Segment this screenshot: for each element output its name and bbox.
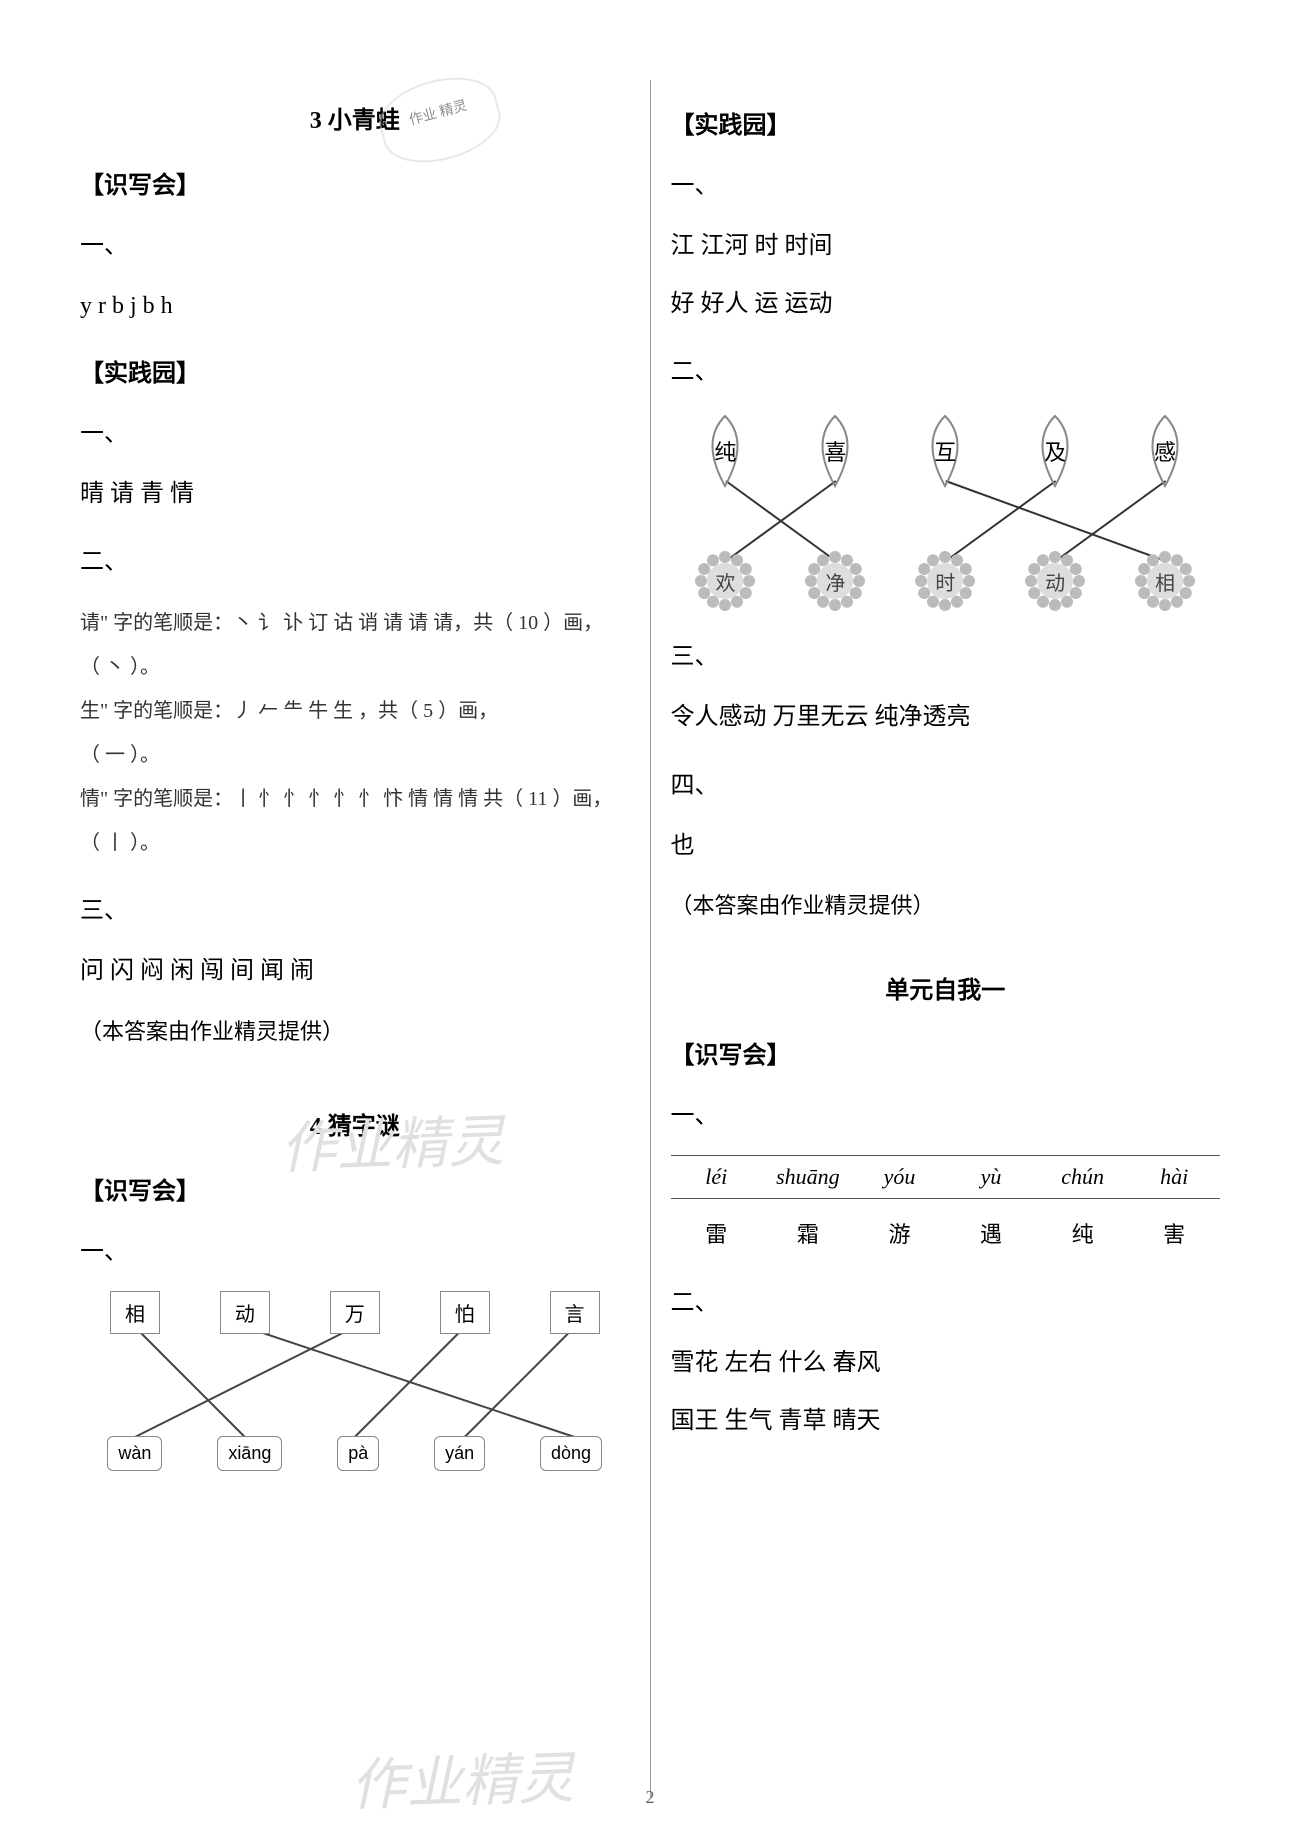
num-three: 三、 (671, 636, 1221, 671)
char-line: 也 (671, 825, 1221, 868)
pinyin-letters: y r b j b h (80, 285, 630, 328)
stroke-line: 请" 字的笔顺是：丶 讠 讣 订 诂 诮 请 请 请，共（ 10 ）画， (80, 601, 630, 645)
unit-title: 单元自我一 (671, 970, 1221, 1005)
match-bot-cell: yán (434, 1436, 485, 1471)
match-bot-cell: xiāng (217, 1436, 282, 1471)
match-bot-cell: dòng (540, 1436, 602, 1471)
num-two: 二、 (671, 1282, 1221, 1317)
flower-cell: 净 (805, 551, 865, 611)
stroke-line: 情" 字的笔顺是：丨 忄 忄 忄 忄 忄 忭 情 情 情 共（ 11 ）画， (80, 777, 630, 821)
stroke-line: （ 丶 ）。 (80, 645, 630, 689)
match-top-cell: 动 (220, 1291, 270, 1334)
shixie-heading: 【识写会】 (671, 1035, 1221, 1070)
shijian-heading: 【实践园】 (671, 105, 1221, 140)
num-two: 二、 (671, 351, 1221, 386)
phrase-line: 令人感动 万里无云 纯净透亮 (671, 696, 1221, 739)
num-two: 二、 (80, 541, 630, 576)
leaf-cell: 及 (1025, 411, 1085, 491)
match-top-cell: 怕 (440, 1291, 490, 1334)
flower-cell: 欢 (695, 551, 755, 611)
num-one: 一、 (671, 165, 1221, 200)
credit-note: （本答案由作业精灵提供） (80, 1014, 630, 1046)
stroke-line: （ 一 ）。 (80, 733, 630, 777)
shixie-heading: 【识写会】 (80, 1171, 630, 1206)
shijian-heading: 【实践园】 (80, 353, 630, 388)
pinyin-cell: yóu (854, 1155, 946, 1199)
right-column: 【实践园】 一、 江 江河 时 时间 好 好人 运 运动 二、 纯喜互及感欢净时… (651, 80, 1241, 1798)
leaf-cell: 互 (915, 411, 975, 491)
word-line: 国王 生气 青草 晴天 (671, 1400, 1221, 1443)
flower-cell: 时 (915, 551, 975, 611)
flower-cell: 动 (1025, 551, 1085, 611)
leaf-cell: 喜 (805, 411, 865, 491)
pinyin-cell: chún (1037, 1155, 1129, 1199)
leaf-cell: 感 (1135, 411, 1195, 491)
stroke-line: 生" 字的笔顺是：丿 𠂉 ⺧ 牛 生 ，共（ 5 ）画， (80, 689, 630, 733)
lesson3-title: 3 小青蛙 (80, 100, 630, 135)
hanzi-cell: 纯 (1037, 1199, 1129, 1257)
leaf-matching-diagram: 纯喜互及感欢净时动相 (671, 411, 1221, 611)
word-line: 好 好人 运 运动 (671, 283, 1221, 326)
word-line: 江 江河 时 时间 (671, 225, 1221, 268)
match-top-cell: 相 (110, 1291, 160, 1334)
num-one: 一、 (80, 413, 630, 448)
pinyin-cell: yù (945, 1155, 1037, 1199)
match-bot-cell: wàn (107, 1436, 162, 1471)
num-one: 一、 (80, 225, 630, 260)
match-bot-cell: pà (337, 1436, 379, 1471)
chars-line: 问 闪 闷 闲 闯 间 闻 闹 (80, 950, 630, 993)
chars-line: 晴 请 青 情 (80, 473, 630, 516)
pinyin-cell: léi (671, 1155, 763, 1199)
hanzi-cell: 遇 (945, 1199, 1037, 1257)
stroke-line: （ 丨 ）。 (80, 821, 630, 865)
credit-note: （本答案由作业精灵提供） (671, 888, 1221, 920)
flower-cell: 相 (1135, 551, 1195, 611)
num-four: 四、 (671, 765, 1221, 800)
pinyin-cell: hài (1128, 1155, 1220, 1199)
shixie-heading: 【识写会】 (80, 165, 630, 200)
left-column: 3 小青蛙 【识写会】 一、 y r b j b h 【实践园】 一、 晴 请 … (60, 80, 651, 1798)
word-line: 雪花 左右 什么 春风 (671, 1342, 1221, 1385)
num-one: 一、 (80, 1231, 630, 1266)
match-top-cell: 万 (330, 1291, 380, 1334)
stroke-order-block: 请" 字的笔顺是：丶 讠 讣 订 诂 诮 请 请 请，共（ 10 ）画， （ 丶… (80, 601, 630, 865)
match-top-cell: 言 (550, 1291, 600, 1334)
num-three: 三、 (80, 890, 630, 925)
pinyin-cell: shuāng (762, 1155, 854, 1199)
hanzi-cell: 雷 (671, 1199, 763, 1257)
matching-diagram: 相 动 万 怕 言 wàn xiāng pà yán dòng (80, 1291, 630, 1471)
num-one: 一、 (671, 1095, 1221, 1130)
leaf-cell: 纯 (695, 411, 755, 491)
hanzi-cell: 害 (1128, 1199, 1220, 1257)
pinyin-table: léishuāngyóuyùchúnhài 雷霜游遇纯害 (671, 1155, 1221, 1257)
hanzi-cell: 霜 (762, 1199, 854, 1257)
hanzi-cell: 游 (854, 1199, 946, 1257)
lesson4-title: 4 猜字谜 (80, 1106, 630, 1141)
page-number: 2 (646, 1787, 655, 1808)
